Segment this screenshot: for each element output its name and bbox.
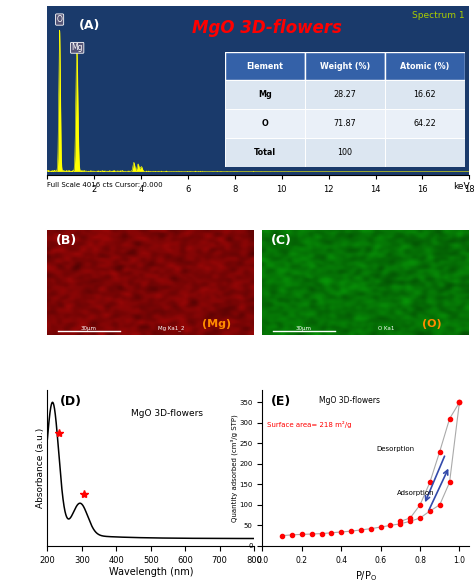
Text: (B): (B) <box>55 234 77 247</box>
Text: keV: keV <box>453 182 469 191</box>
Text: Desorption: Desorption <box>376 446 414 452</box>
Text: MgO 3D-flowers: MgO 3D-flowers <box>319 396 380 405</box>
Text: (O): (O) <box>422 319 442 329</box>
Text: O: O <box>57 15 63 24</box>
Text: 30μm: 30μm <box>296 326 312 331</box>
Y-axis label: Quantity adsorbed (cm³/g STP): Quantity adsorbed (cm³/g STP) <box>230 414 238 522</box>
Text: MgO 3D-flowers: MgO 3D-flowers <box>131 409 203 418</box>
X-axis label: Wavelength (nm): Wavelength (nm) <box>109 568 193 578</box>
Text: P/P$_{\rm O}$: P/P$_{\rm O}$ <box>355 569 377 583</box>
Text: Adsorption: Adsorption <box>397 490 435 496</box>
Text: Mg Ka1_2: Mg Ka1_2 <box>158 326 185 331</box>
Y-axis label: Absorbance (a.u.): Absorbance (a.u.) <box>36 428 45 508</box>
Text: MgO 3D-flowers: MgO 3D-flowers <box>192 19 342 38</box>
Text: Spectrum 1: Spectrum 1 <box>412 11 465 20</box>
Text: (A): (A) <box>79 19 100 32</box>
Text: 30μm: 30μm <box>81 326 97 331</box>
Text: (Mg): (Mg) <box>202 319 231 329</box>
Text: O Ka1: O Ka1 <box>378 326 395 331</box>
Text: Surface area= 218 m²/g: Surface area= 218 m²/g <box>266 421 351 429</box>
Text: (C): (C) <box>271 234 292 247</box>
Text: Mg: Mg <box>72 43 83 52</box>
Text: (E): (E) <box>271 394 291 408</box>
Text: (D): (D) <box>60 394 82 408</box>
Text: Full Scale 4016 cts Cursor: 0.000: Full Scale 4016 cts Cursor: 0.000 <box>47 182 163 188</box>
